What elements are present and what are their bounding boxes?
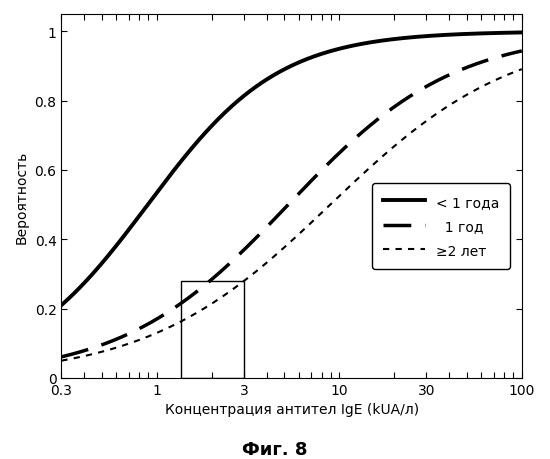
  1 год (105, 340, 112, 345)
≥2 лет (425, 117, 432, 123)
< 1 года (244, 91, 251, 96)
≥2 лет (374, 158, 381, 164)
  1 год (425, 83, 432, 89)
≥2 лет (519, 67, 525, 73)
< 1 года (425, 34, 432, 39)
< 1 года (519, 31, 525, 36)
≥2 лет (261, 263, 267, 268)
≥2 лет (58, 358, 65, 364)
Text: Фиг. 8: Фиг. 8 (242, 441, 308, 459)
X-axis label: Концентрация антител IgE (kUA/л): Концентрация антител IgE (kUA/л) (164, 403, 419, 416)
  1 год (519, 49, 525, 55)
Line:   1 год: 1 год (62, 52, 522, 357)
< 1 года (417, 35, 424, 40)
  1 год (374, 118, 381, 123)
Y-axis label: Вероятность: Вероятность (15, 150, 29, 243)
  1 год (58, 354, 65, 360)
  1 год (417, 88, 424, 94)
≥2 лет (105, 347, 112, 353)
Legend: < 1 года,   1 год, ≥2 лет: < 1 года, 1 год, ≥2 лет (372, 184, 510, 269)
< 1 года (374, 39, 381, 45)
Bar (180, 281, 244, 378)
  1 год (261, 227, 267, 233)
Line: < 1 года: < 1 года (62, 34, 522, 306)
< 1 года (58, 303, 65, 308)
≥2 лет (417, 123, 424, 129)
Line: ≥2 лет: ≥2 лет (62, 70, 522, 361)
< 1 года (261, 79, 267, 84)
< 1 года (105, 253, 112, 258)
  1 год (244, 244, 251, 250)
≥2 лет (244, 276, 251, 281)
